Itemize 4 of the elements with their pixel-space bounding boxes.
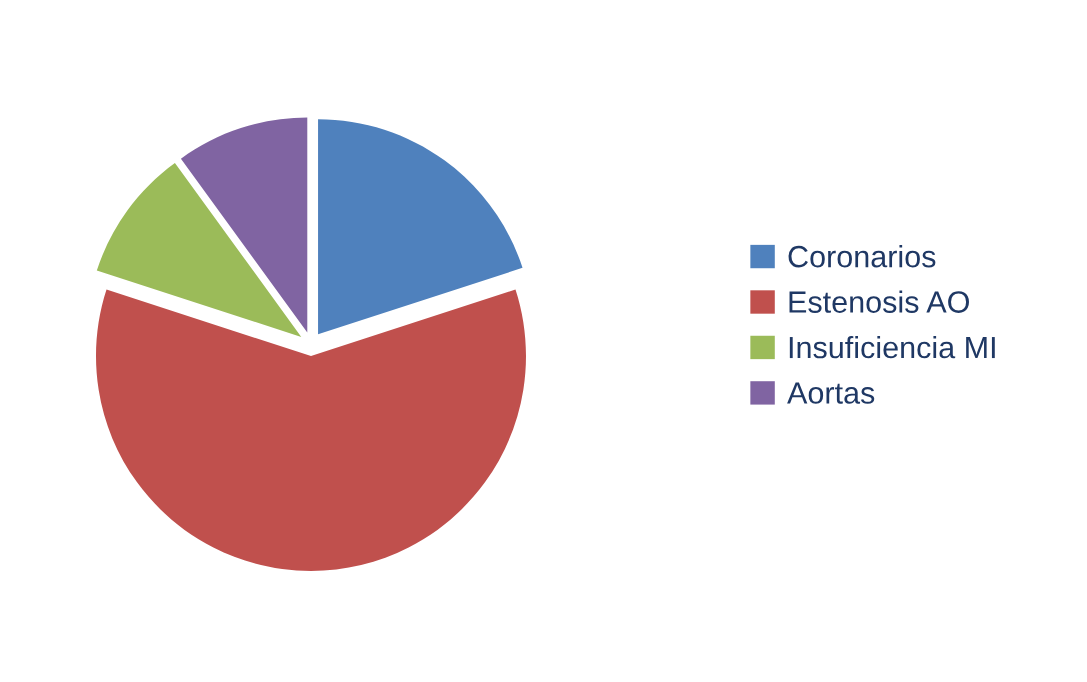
legend-label: Estenosis AO (789, 290, 969, 313)
legend-label: Insuficiencia MI (789, 335, 995, 359)
legend-label: Aortas (787, 382, 875, 404)
legend-label: Coronarios (788, 245, 936, 268)
